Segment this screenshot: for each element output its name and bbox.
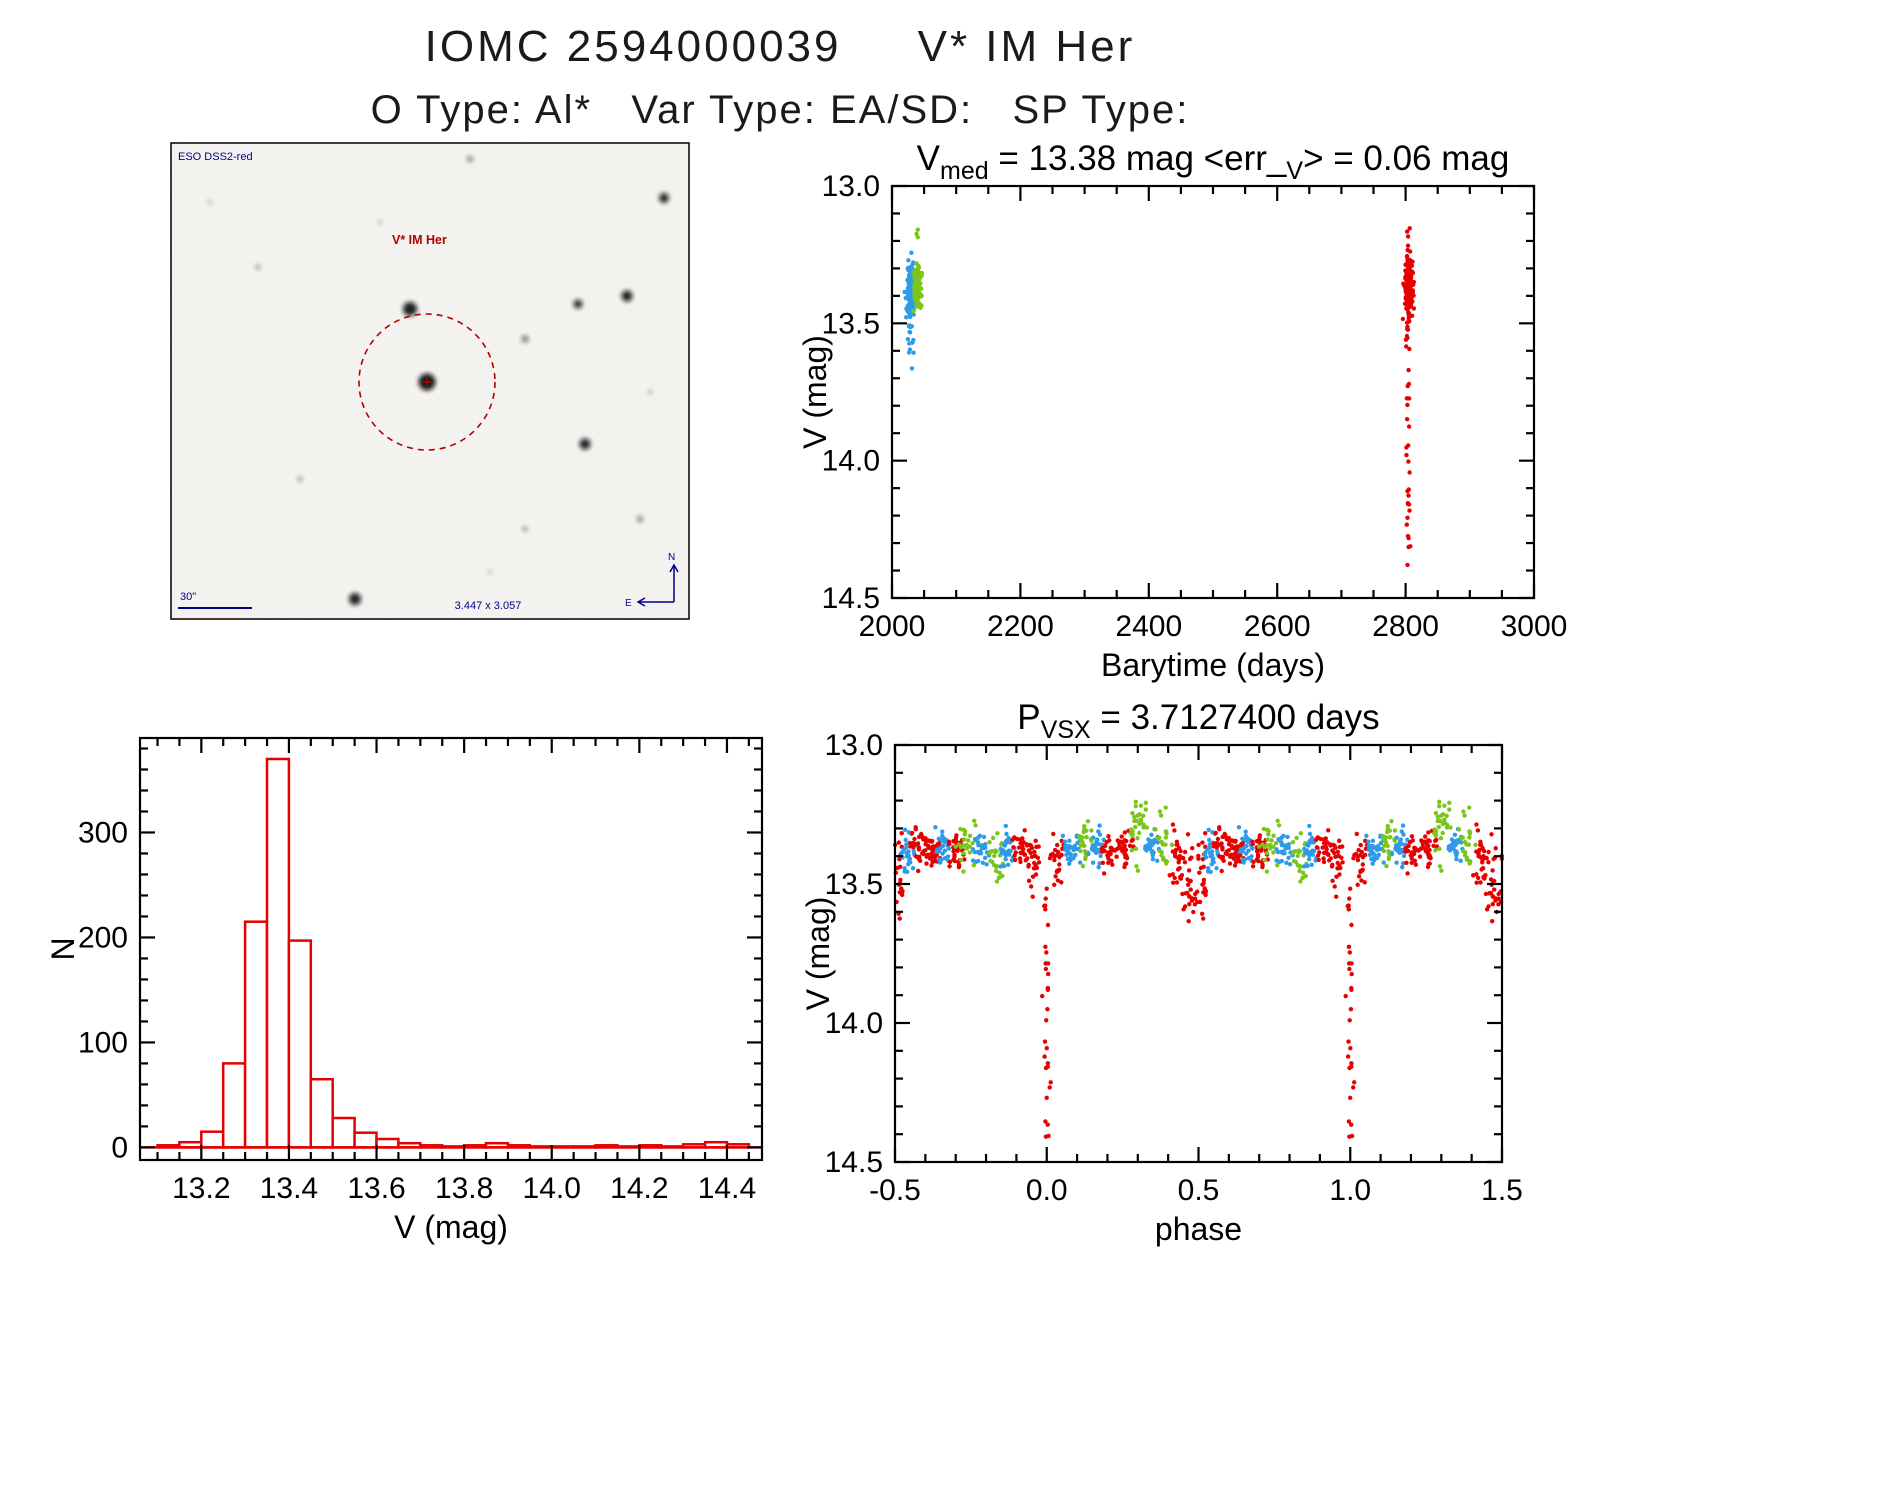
y-axis-title: V (mag) xyxy=(800,897,836,1011)
y-axis-title: N xyxy=(45,937,81,960)
finding-chart: ESO DSS2-red V* IM Her 30" 3.447 x 3.057… xyxy=(170,142,690,620)
y-tick-label: 14.5 xyxy=(825,1146,883,1179)
axis-labels: 13.2 13.4 13.6 13.8 14.0 14.2 14.4 0 100 200 300 V … xyxy=(45,816,756,1245)
chart-title: Vmed = 13.38 mag <err_V> = 0.06 mag xyxy=(917,139,1510,185)
phase-chart: -0.5 0.0 0.5 1.0 1.5 13.0 13.5 14.0 14.5 phase V (… xyxy=(800,698,1523,1247)
x-tick-label: 14.0 xyxy=(523,1172,581,1205)
axis-labels: -0.5 0.0 0.5 1.0 1.5 13.0 13.5 14.0 14.5 phase V (… xyxy=(800,698,1523,1247)
star xyxy=(297,476,303,482)
star xyxy=(255,264,261,270)
x-tick-label: 0.0 xyxy=(1026,1174,1068,1207)
scale-bar: 30" xyxy=(178,591,252,609)
x-tick-label: 13.2 xyxy=(172,1172,230,1205)
target-circle xyxy=(358,313,496,451)
star-field xyxy=(208,156,669,605)
star xyxy=(521,335,529,343)
compass-east-label: E xyxy=(625,598,632,609)
x-axis-title: phase xyxy=(1155,1211,1242,1247)
axes xyxy=(890,184,1536,600)
star xyxy=(573,299,583,309)
x-tick-label: 2800 xyxy=(1372,610,1439,643)
star xyxy=(488,570,492,574)
star xyxy=(349,593,361,605)
y-tick-label: 100 xyxy=(78,1026,128,1059)
y-tick-label: 13.0 xyxy=(825,729,883,762)
x-axis-title: Barytime (days) xyxy=(1101,647,1325,683)
y-tick-label: 200 xyxy=(78,921,128,954)
target-cross-icon xyxy=(423,378,431,386)
y-tick-label: 14.0 xyxy=(822,445,880,478)
target-label: V* IM Her xyxy=(392,233,447,247)
histogram-bars xyxy=(140,757,762,1149)
y-axis-title: V (mag) xyxy=(797,335,833,449)
histogram-chart: 13.2 13.4 13.6 13.8 14.0 14.2 14.4 0 100 200 300 V … xyxy=(45,736,764,1245)
axes xyxy=(138,736,764,1162)
star xyxy=(659,193,669,203)
finder-frame xyxy=(170,142,690,620)
x-tick-label: -0.5 xyxy=(869,1174,921,1207)
data-points xyxy=(902,226,1417,568)
x-tick-label: 3000 xyxy=(1501,610,1568,643)
star xyxy=(579,438,591,450)
star xyxy=(621,290,633,302)
x-tick-label: 13.4 xyxy=(260,1172,318,1205)
star xyxy=(467,156,473,162)
y-tick-label: 300 xyxy=(78,816,128,849)
x-tick-label: 2400 xyxy=(1115,610,1182,643)
star xyxy=(378,220,382,224)
page-subtitle: O Type: Al* Var Type: EA/SD: SP Type: xyxy=(370,88,1190,132)
y-tick-label: 13.5 xyxy=(822,307,880,340)
x-tick-label: 2000 xyxy=(859,610,926,643)
size-label: 3.447 x 3.057 xyxy=(455,600,522,612)
chart-title: PVSX = 3.7127400 days xyxy=(1017,698,1379,744)
data-points xyxy=(892,799,1505,1139)
y-tick-label: 0 xyxy=(111,1131,128,1164)
x-tick-label: 2600 xyxy=(1244,610,1311,643)
y-tick-label: 13.0 xyxy=(822,170,880,203)
page-title: IOMC 2594000039 V* IM Her xyxy=(424,22,1136,71)
star xyxy=(648,390,652,394)
lightcurve-chart: 2000 2200 2400 2600 2800 3000 13.0 13.5 14.0 14.5… xyxy=(797,139,1567,683)
axes xyxy=(893,743,1504,1164)
x-tick-label: 2200 xyxy=(987,610,1054,643)
compass-icon xyxy=(636,563,679,607)
survey-label: ESO DSS2-red xyxy=(178,151,253,163)
scale-label: 30" xyxy=(180,591,196,603)
x-tick-label: 14.4 xyxy=(698,1172,756,1205)
x-tick-label: 0.5 xyxy=(1178,1174,1220,1207)
star xyxy=(637,516,643,522)
axis-labels: 2000 2200 2400 2600 2800 3000 13.0 13.5 14.0 14.5… xyxy=(797,139,1567,683)
x-axis-title: V (mag) xyxy=(394,1209,508,1245)
star xyxy=(208,200,212,204)
x-tick-label: 1.5 xyxy=(1481,1174,1523,1207)
x-tick-label: 1.0 xyxy=(1329,1174,1371,1207)
x-tick-label: 13.8 xyxy=(435,1172,493,1205)
y-tick-label: 13.5 xyxy=(825,868,883,901)
x-tick-label: 13.6 xyxy=(347,1172,405,1205)
star xyxy=(403,302,417,316)
y-tick-label: 14.0 xyxy=(825,1007,883,1040)
x-tick-label: 14.2 xyxy=(610,1172,668,1205)
y-tick-label: 14.5 xyxy=(822,582,880,615)
star xyxy=(522,526,528,532)
compass-north-label: N xyxy=(668,552,675,563)
